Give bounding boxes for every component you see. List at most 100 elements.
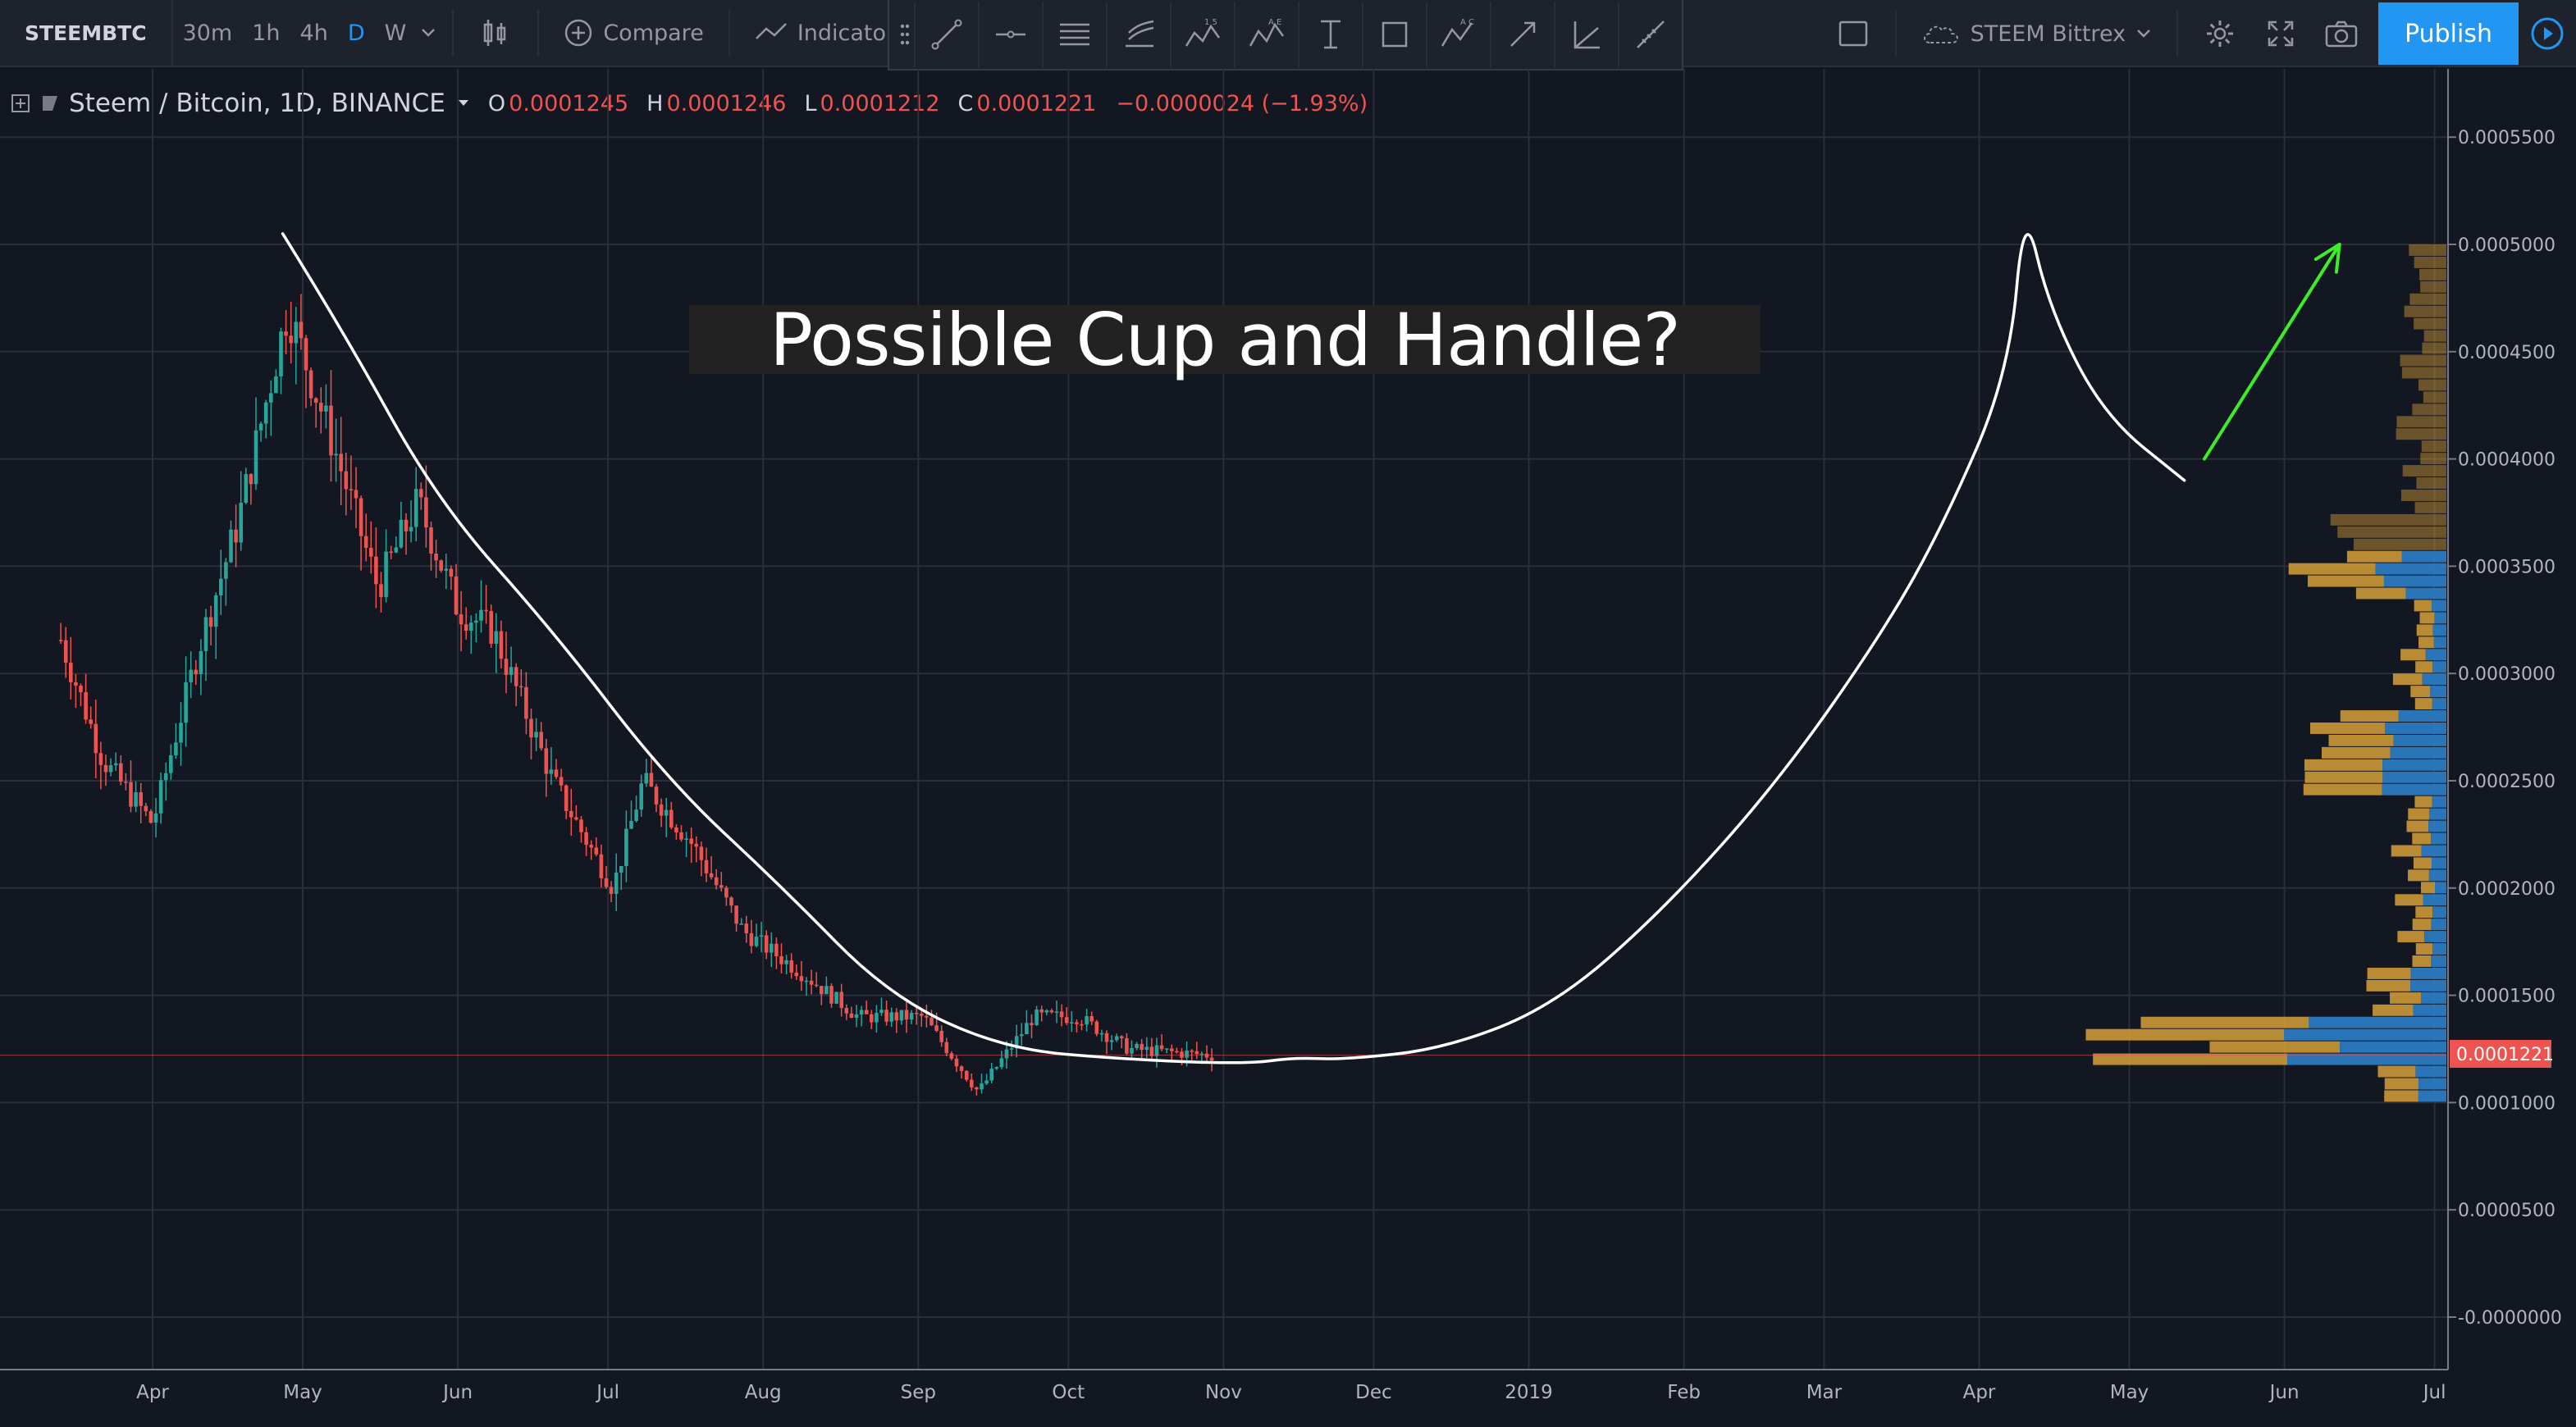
chevron-down-icon[interactable] bbox=[457, 98, 470, 108]
candle-body bbox=[1175, 1051, 1179, 1053]
interval-1d[interactable]: D bbox=[347, 20, 365, 46]
candle-body bbox=[1049, 1010, 1054, 1013]
abcd-pattern-icon[interactable]: A C bbox=[1427, 2, 1491, 67]
camera-icon[interactable] bbox=[2311, 0, 2372, 67]
play-icon[interactable] bbox=[2519, 2, 2576, 65]
candle-body bbox=[1004, 1049, 1009, 1059]
volume-profile-bar bbox=[2421, 882, 2436, 894]
interval-dropdown-icon[interactable] bbox=[416, 0, 441, 66]
arrow-icon[interactable] bbox=[1491, 2, 1555, 67]
interval-1h[interactable]: 1h bbox=[252, 20, 281, 46]
svg-text:A E: A E bbox=[1268, 18, 1281, 27]
candle-body bbox=[108, 765, 113, 773]
candle-body bbox=[258, 423, 263, 431]
volume-profile-bar bbox=[2337, 526, 2446, 538]
publish-button[interactable]: Publish bbox=[2378, 2, 2519, 65]
flag-icon[interactable] bbox=[41, 94, 59, 112]
candle-body bbox=[1125, 1037, 1129, 1054]
cup-drawing bbox=[281, 232, 2186, 1065]
low-value: 0.0001212 bbox=[820, 90, 940, 116]
volume-profile-bar bbox=[2414, 600, 2432, 612]
time-tick-label: Jul bbox=[595, 1382, 619, 1403]
measure-icon[interactable] bbox=[1619, 2, 1682, 67]
candle-body bbox=[739, 923, 743, 925]
candle-body bbox=[144, 805, 148, 812]
candle-body bbox=[519, 686, 523, 688]
candle-body bbox=[58, 640, 63, 641]
candle-body bbox=[609, 887, 614, 894]
layout-icon[interactable] bbox=[1823, 0, 1884, 67]
candle-body bbox=[704, 859, 709, 873]
volume-profile-bar bbox=[2432, 698, 2446, 710]
volume-profile-bar bbox=[2418, 379, 2446, 391]
volume-profile-bar bbox=[2424, 931, 2446, 943]
gear-icon[interactable] bbox=[2190, 0, 2250, 67]
candle-body bbox=[1009, 1048, 1014, 1050]
trendline-icon[interactable] bbox=[916, 2, 980, 67]
volume-profile-bar bbox=[2390, 992, 2421, 1004]
volume-profile-bar bbox=[2414, 256, 2446, 268]
candle-body bbox=[1054, 1011, 1059, 1013]
volume-profile-bar bbox=[2423, 330, 2446, 342]
candle-body bbox=[564, 785, 569, 811]
pitchfork-icon[interactable] bbox=[1044, 2, 1108, 67]
candle-body bbox=[329, 405, 333, 456]
candle-body bbox=[274, 376, 278, 394]
symbol-title[interactable]: Steem / Bitcoin, 1D, BINANCE bbox=[69, 89, 445, 118]
candle-body bbox=[174, 742, 178, 756]
time-tick-label: Jun bbox=[441, 1382, 473, 1403]
candle-body bbox=[779, 956, 783, 964]
candle-body bbox=[939, 1030, 943, 1042]
fullscreen-icon[interactable] bbox=[2250, 0, 2311, 67]
volume-profile-bar bbox=[2431, 857, 2446, 869]
rectangle-icon[interactable] bbox=[1363, 2, 1427, 67]
time-axis: Apr May Jun Jul Aug Sep Oct Nov Dec 2019 Feb Mar Apr… bbox=[136, 1382, 2446, 1403]
close-value: 0.0001221 bbox=[976, 90, 1097, 116]
bar-style-icon[interactable] bbox=[465, 0, 526, 66]
xabcd-pattern-icon[interactable]: 1 5 bbox=[1172, 2, 1235, 67]
candle-body bbox=[294, 321, 299, 344]
time-tick-label: May bbox=[2110, 1382, 2149, 1403]
candle-body bbox=[494, 631, 499, 644]
horizontal-ray-icon[interactable] bbox=[980, 2, 1044, 67]
candle-body bbox=[594, 847, 599, 855]
right-toolbar: STEEM Bittrex Publish bbox=[1823, 0, 2576, 67]
interval-1w[interactable]: W bbox=[384, 20, 407, 46]
candle-body bbox=[1190, 1051, 1194, 1052]
candle-body bbox=[904, 1010, 909, 1020]
watchlist-button[interactable]: STEEM Bittrex bbox=[1908, 0, 2165, 67]
candle-body bbox=[559, 777, 564, 786]
candle-body bbox=[103, 764, 108, 773]
candle-body bbox=[63, 640, 68, 663]
gann-icon[interactable] bbox=[1555, 2, 1619, 67]
candle-body bbox=[994, 1067, 999, 1069]
volume-profile-bar bbox=[2383, 575, 2446, 587]
candle-body bbox=[909, 1012, 914, 1020]
interval-4h[interactable]: 4h bbox=[299, 20, 328, 46]
symbol-search-button[interactable]: STEEMBTC bbox=[0, 0, 173, 66]
candle-body bbox=[229, 529, 233, 563]
candle-body bbox=[419, 489, 423, 498]
candle-body bbox=[589, 845, 593, 848]
interval-30m[interactable]: 30m bbox=[182, 20, 233, 46]
candle-body bbox=[659, 804, 664, 816]
expand-icon[interactable] bbox=[11, 94, 30, 112]
volume-profile-bar bbox=[2410, 967, 2446, 979]
candle-body bbox=[479, 609, 483, 621]
candle-body bbox=[439, 560, 443, 571]
price-chart[interactable]: 0.0005500 0.0005000 0.0004500 0.0004000 0.00… bbox=[0, 69, 2576, 1427]
candle-body bbox=[684, 838, 688, 840]
text-icon[interactable] bbox=[1299, 2, 1363, 67]
candle-body bbox=[999, 1058, 1004, 1068]
candle-body bbox=[579, 819, 583, 832]
volume-profile-bar bbox=[2375, 563, 2446, 575]
chart-grid bbox=[0, 69, 2448, 1370]
price-tick-label: -0.0000000 bbox=[2458, 1308, 2562, 1329]
fib-retracement-icon[interactable] bbox=[1108, 2, 1172, 67]
candle-body bbox=[413, 489, 418, 527]
drag-handle-icon[interactable] bbox=[896, 2, 916, 67]
volume-profile-bar bbox=[2421, 845, 2446, 857]
compare-button[interactable]: Compare bbox=[550, 0, 716, 66]
elliott-wave-icon[interactable]: A E bbox=[1235, 2, 1299, 67]
volume-profile-bar bbox=[2423, 894, 2446, 906]
